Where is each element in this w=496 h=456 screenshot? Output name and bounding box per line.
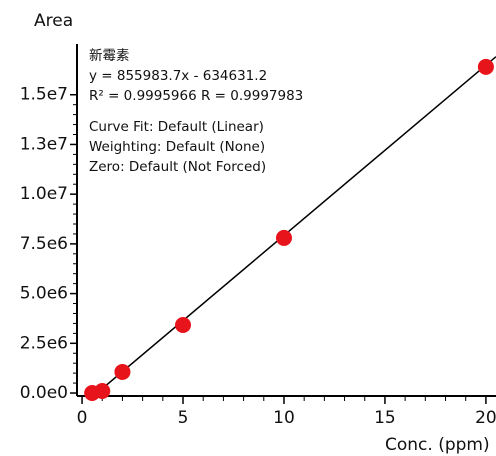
- y-tick-label: 1.0e7: [20, 184, 68, 204]
- x-tick-label: 10: [273, 408, 295, 428]
- data-point: [175, 317, 192, 334]
- data-point: [477, 58, 494, 75]
- y-tick-label: 1.5e7: [20, 85, 68, 105]
- x-tick-label: 0: [77, 408, 88, 428]
- y-axis-label: Area: [34, 11, 73, 31]
- x-axis-label: Conc. (ppm): [385, 435, 490, 455]
- annotation: Zero: Default (Not Forced): [89, 159, 266, 175]
- y-tick-label: 2.5e6: [20, 333, 68, 353]
- annotation: Curve Fit: Default (Linear): [89, 119, 264, 135]
- annotation: Weighting: Default (None): [89, 139, 265, 155]
- fit-line: [92, 56, 496, 397]
- y-tick-label: 5.0e6: [20, 284, 68, 304]
- annotation: R² = 0.9995966 R = 0.9997983: [89, 88, 303, 104]
- annotation: y = 855983.7x - 634631.2: [89, 68, 267, 84]
- x-tick-label: 20: [475, 408, 496, 428]
- y-tick-label: 0.0e0: [20, 383, 68, 403]
- y-tick-label: 7.5e6: [20, 234, 68, 254]
- annotation: 新霉素: [89, 48, 130, 64]
- x-tick-label: 5: [178, 408, 189, 428]
- x-tick-label: 15: [374, 408, 396, 428]
- data-point: [114, 363, 131, 380]
- y-tick-label: 1.3e7: [20, 134, 68, 154]
- data-point: [94, 383, 111, 400]
- data-point: [275, 229, 292, 246]
